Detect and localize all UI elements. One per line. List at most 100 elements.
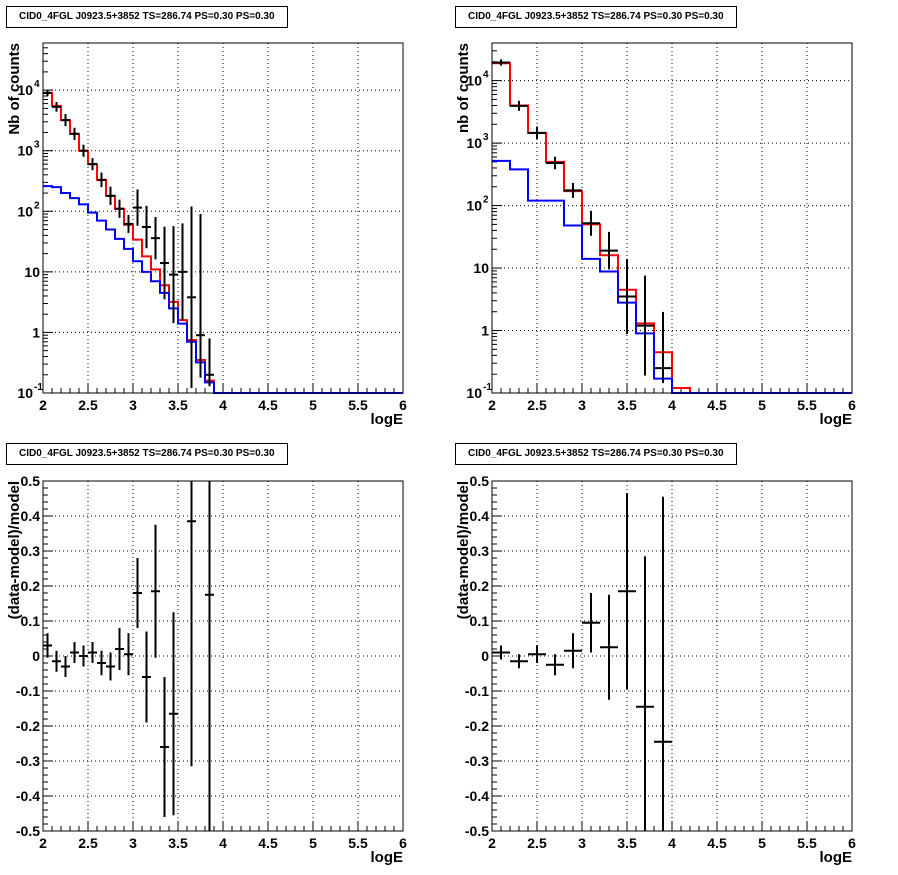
y-tick-label: 0.1: [21, 613, 41, 629]
y-tick-label: -0.4: [16, 788, 40, 804]
x-tick-label: 3: [578, 397, 586, 413]
y-tick-exponent: -1: [483, 382, 492, 393]
x-axis-label: logE: [371, 849, 404, 866]
x-tick-label: 3.5: [168, 397, 188, 413]
x-tick-label: 4: [219, 397, 227, 413]
y-tick-label: 0.1: [470, 613, 490, 629]
x-tick-label: 6: [399, 835, 407, 851]
y-tick-exponent: -1: [34, 382, 43, 393]
y-tick-exponent: 3: [483, 132, 489, 143]
x-tick-label: 4: [219, 835, 227, 851]
x-tick-label: 2: [39, 397, 47, 413]
y-tick-label: -0.4: [465, 788, 489, 804]
chart-panel-top-right: CID0_4FGL J0923.5+3852 TS=286.74 PS=0.30…: [449, 0, 898, 437]
y-tick-label: -0.5: [465, 823, 489, 839]
x-axis-label: logE: [820, 849, 853, 866]
plot-frame: [42, 480, 404, 832]
x-axis-label: logE: [820, 411, 853, 428]
chart-panel-top-left: CID0_4FGL J0923.5+3852 TS=286.74 PS=0.30…: [0, 0, 449, 437]
y-axis-label: nb of counts: [455, 43, 472, 133]
x-tick-label: 4.5: [258, 835, 278, 851]
x-tick-label: 2.5: [78, 397, 98, 413]
y-tick-exponent: 3: [34, 140, 40, 151]
x-tick-label: 2: [488, 397, 496, 413]
y-tick-label: 10: [466, 385, 482, 401]
y-tick-label: 0: [32, 648, 40, 664]
x-tick-label: 3: [578, 835, 586, 851]
y-tick-label: -0.3: [465, 753, 489, 769]
x-tick-label: 3: [129, 397, 137, 413]
x-tick-label: 6: [848, 397, 856, 413]
x-tick-label: 5.5: [348, 835, 368, 851]
chart-3: 2 2.5 3 3.5 4 4.5 5 5.5 6 -0.5 -0.4 -0.3 -0.2 -0.1 0 0.…: [455, 473, 856, 866]
x-tick-label: 3: [129, 835, 137, 851]
y-tick-label: 10: [466, 198, 482, 214]
chart-panel-bottom-right: CID0_4FGL J0923.5+3852 TS=286.74 PS=0.30…: [449, 437, 898, 875]
y-tick-label: 0.3: [470, 543, 490, 559]
y-tick-label: 1: [32, 324, 40, 340]
x-tick-label: 4.5: [707, 835, 727, 851]
y-axis-label: (data-model)/model: [6, 481, 23, 619]
x-tick-label: 5: [758, 397, 766, 413]
y-tick-label: 10: [17, 143, 33, 159]
x-tick-label: 5: [758, 835, 766, 851]
x-tick-label: 2: [488, 835, 496, 851]
x-tick-label: 4: [668, 835, 676, 851]
x-tick-label: 3.5: [617, 397, 637, 413]
x-tick-label: 6: [848, 835, 856, 851]
y-tick-label: -0.2: [16, 718, 40, 734]
x-tick-label: 5: [309, 397, 317, 413]
chart-2: 2 2.5 3 3.5 4 4.5 5 5.5 6 -0.5 -0.4 -0.3 -0.2 -0.1 0 0.…: [6, 473, 407, 866]
y-tick-label: -0.2: [465, 718, 489, 734]
x-tick-label: 4.5: [707, 397, 727, 413]
y-tick-label: 0.3: [21, 543, 41, 559]
y-axis-label: (data-model)/model: [455, 481, 472, 619]
y-tick-exponent: 2: [483, 195, 489, 206]
x-tick-label: 3.5: [617, 835, 637, 851]
y-tick-label: -0.5: [16, 823, 40, 839]
y-tick-label: 10: [17, 385, 33, 401]
y-tick-label: 10: [473, 260, 489, 276]
plot-frame: [491, 480, 853, 832]
y-tick-label: 1: [481, 323, 489, 339]
x-axis-label: logE: [371, 411, 404, 428]
y-tick-label: 0.4: [21, 508, 41, 524]
x-tick-label: 4: [668, 397, 676, 413]
x-tick-label: 2.5: [78, 835, 98, 851]
y-tick-exponent: 4: [34, 79, 40, 90]
y-tick-exponent: 4: [483, 70, 489, 81]
y-tick-label: 0: [481, 648, 489, 664]
chart-panel-bottom-left: CID0_4FGL J0923.5+3852 TS=286.74 PS=0.30…: [0, 437, 449, 875]
plot-frame: [42, 42, 404, 394]
y-tick-exponent: 2: [34, 200, 40, 211]
y-tick-label: -0.1: [465, 683, 489, 699]
x-tick-label: 5: [309, 835, 317, 851]
y-tick-label: 0.4: [470, 508, 490, 524]
y-tick-label: 0.2: [470, 578, 490, 594]
x-tick-label: 2.5: [527, 835, 547, 851]
histogram-series: [43, 185, 403, 394]
y-tick-label: 10: [466, 135, 482, 151]
x-tick-label: 3.5: [168, 835, 188, 851]
x-tick-label: 5.5: [797, 397, 817, 413]
x-tick-label: 5.5: [348, 397, 368, 413]
x-tick-label: 6: [399, 397, 407, 413]
y-tick-label: 0.2: [21, 578, 41, 594]
x-tick-label: 2: [39, 835, 47, 851]
y-tick-label: 10: [17, 203, 33, 219]
chart-title: CID0_4FGL J0923.5+3852 TS=286.74 PS=0.30…: [6, 6, 288, 28]
y-tick-label: 10: [466, 73, 482, 89]
y-tick-label: 0.5: [470, 473, 490, 489]
chart-title: CID0_4FGL J0923.5+3852 TS=286.74 PS=0.30…: [6, 443, 288, 465]
y-axis-label: Nb of counts: [6, 43, 23, 135]
plot-frame: [491, 42, 853, 394]
y-tick-label: 0.5: [21, 473, 41, 489]
x-tick-label: 2.5: [527, 397, 547, 413]
y-tick-label: -0.3: [16, 753, 40, 769]
y-tick-label: 10: [17, 82, 33, 98]
y-tick-label: -0.1: [16, 683, 40, 699]
x-tick-label: 5.5: [797, 835, 817, 851]
x-tick-label: 4.5: [258, 397, 278, 413]
